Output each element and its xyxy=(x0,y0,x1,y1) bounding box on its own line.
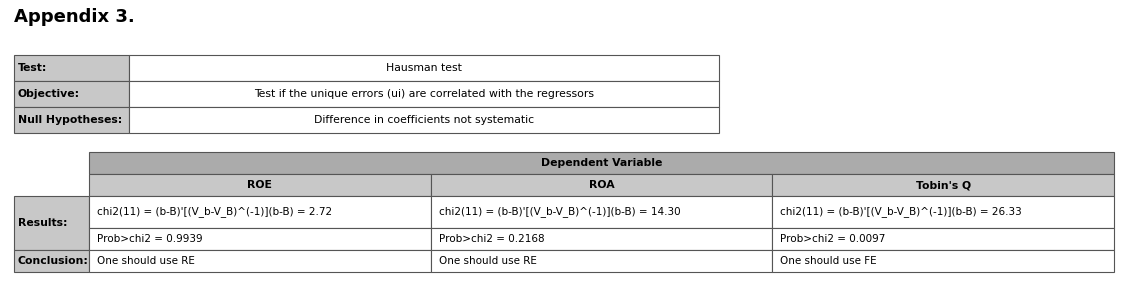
Bar xyxy=(129,81,719,107)
Text: ROA: ROA xyxy=(589,180,615,190)
Bar xyxy=(431,196,773,228)
Text: chi2(11) = (b-B)'[(V_b-V_B)^(-1)](b-B) = 2.72: chi2(11) = (b-B)'[(V_b-V_B)^(-1)](b-B) =… xyxy=(97,207,332,218)
Text: Dependent Variable: Dependent Variable xyxy=(540,158,662,168)
Text: One should use RE: One should use RE xyxy=(97,256,195,266)
Bar xyxy=(89,174,431,196)
Bar xyxy=(129,107,719,133)
Bar xyxy=(14,174,89,196)
Text: chi2(11) = (b-B)'[(V_b-V_B)^(-1)](b-B) = 26.33: chi2(11) = (b-B)'[(V_b-V_B)^(-1)](b-B) =… xyxy=(781,207,1022,218)
Text: Prob>chi2 = 0.9939: Prob>chi2 = 0.9939 xyxy=(97,234,203,244)
Text: Prob>chi2 = 0.0097: Prob>chi2 = 0.0097 xyxy=(781,234,885,244)
Bar xyxy=(14,250,89,272)
Text: One should use FE: One should use FE xyxy=(781,256,876,266)
Bar xyxy=(89,196,431,228)
Text: Test if the unique errors (ui) are correlated with the regressors: Test if the unique errors (ui) are corre… xyxy=(254,89,594,99)
Bar xyxy=(89,250,431,272)
Bar xyxy=(773,174,1114,196)
Bar xyxy=(14,152,89,174)
Text: Hausman test: Hausman test xyxy=(386,63,462,73)
Text: Conclusion:: Conclusion: xyxy=(18,256,89,266)
Text: Prob>chi2 = 0.2168: Prob>chi2 = 0.2168 xyxy=(439,234,545,244)
Text: Difference in coefficients not systematic: Difference in coefficients not systemati… xyxy=(314,115,534,125)
Text: Objective:: Objective: xyxy=(18,89,80,99)
Text: Results:: Results: xyxy=(18,218,68,228)
Text: Tobin's Q: Tobin's Q xyxy=(916,180,971,190)
Bar xyxy=(431,174,773,196)
Bar xyxy=(773,196,1114,228)
Text: One should use RE: One should use RE xyxy=(439,256,537,266)
Bar xyxy=(14,196,89,250)
Bar xyxy=(14,107,129,133)
Text: Null Hypotheses:: Null Hypotheses: xyxy=(18,115,122,125)
Bar xyxy=(89,152,1114,174)
Bar xyxy=(14,81,129,107)
Bar xyxy=(431,228,773,250)
Bar xyxy=(431,250,773,272)
Text: Test:: Test: xyxy=(18,63,47,73)
Text: Appendix 3.: Appendix 3. xyxy=(14,8,134,26)
Text: ROE: ROE xyxy=(247,180,272,190)
Text: chi2(11) = (b-B)'[(V_b-V_B)^(-1)](b-B) = 14.30: chi2(11) = (b-B)'[(V_b-V_B)^(-1)](b-B) =… xyxy=(439,207,680,218)
Bar xyxy=(773,228,1114,250)
Bar xyxy=(14,55,129,81)
Bar xyxy=(773,250,1114,272)
Bar xyxy=(89,228,431,250)
Bar xyxy=(129,55,719,81)
